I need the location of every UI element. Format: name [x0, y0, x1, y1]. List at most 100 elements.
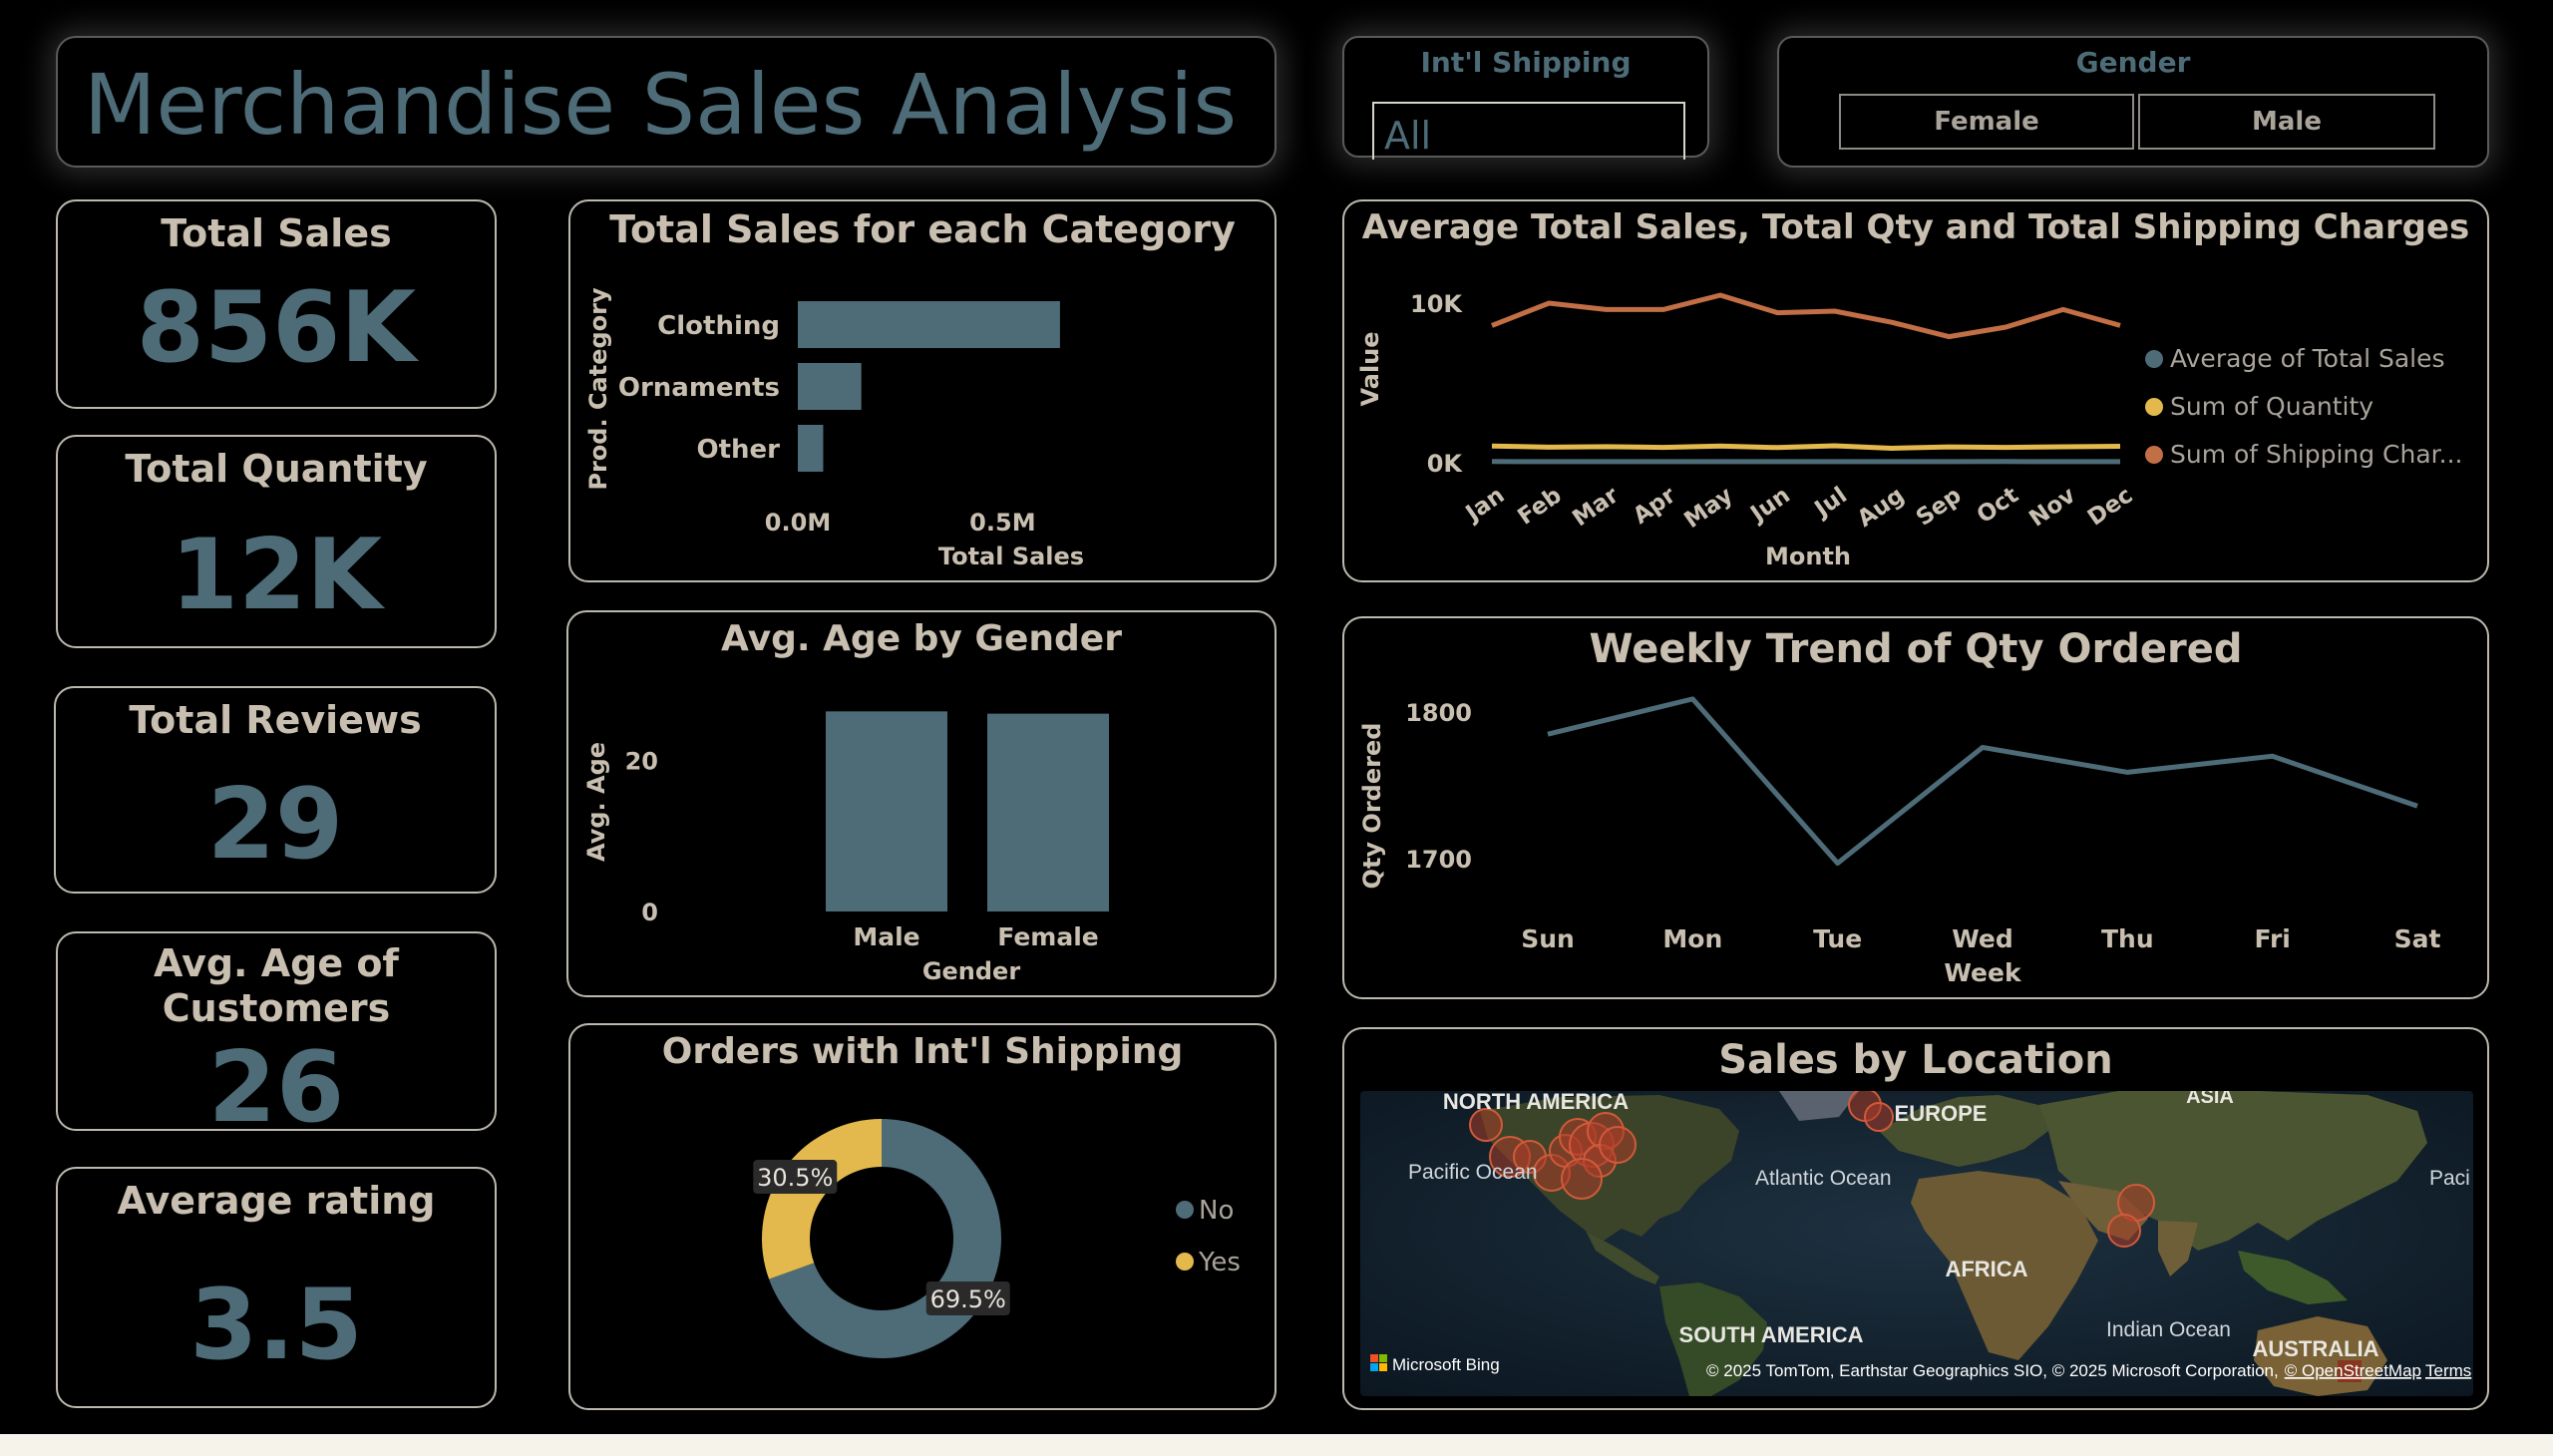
map-attribution-line: © 2025 TomTom, Earthstar Geographics SIO…	[1706, 1361, 2421, 1380]
weekly-x-tick: Fri	[2254, 924, 2290, 953]
monthly-x-tick: Feb	[1513, 483, 1566, 531]
weekly-y-axis-label: Qty Ordered	[1358, 723, 1386, 890]
category-chart-card: Total Sales for each Category Clothing Or…	[568, 199, 1276, 582]
weekly-x-tick: Wed	[1952, 924, 2013, 953]
map-highlight	[2338, 1360, 2362, 1382]
map-osm-link[interactable]: © OpenStreetMap	[2285, 1361, 2421, 1380]
weekly-chart-card: Weekly Trend of Qty Ordered 1700 1800 Sun M…	[1342, 616, 2489, 999]
monthly-legend-marker	[2145, 398, 2163, 416]
map-land-europe	[1879, 1095, 2048, 1167]
monthly-x-tick: Aug	[1853, 483, 1909, 533]
map-label-pacific-right: Paci Oce	[2429, 1167, 2473, 1190]
map-land-greenland	[1779, 1091, 1859, 1121]
monthly-x-tick: Nov	[2024, 483, 2080, 533]
map-bubble[interactable]	[1561, 1158, 1603, 1200]
monthly-chart: 0K 10K Jan Feb Mar Apr May Jun Jul Aug Sep Oct Nov De…	[1356, 290, 2463, 570]
donut-data-label: 69.5%	[925, 1280, 1010, 1315]
map-land-central-america	[1586, 1231, 1659, 1284]
age-y-tick: 0	[641, 899, 658, 926]
category-x-tick: 0.0M	[765, 509, 831, 537]
category-x-axis-label: Total Sales	[938, 543, 1084, 570]
map-label-atlantic: Atlantic Ocean	[1755, 1167, 1892, 1190]
age-y-axis-label: Avg. Age	[582, 742, 610, 862]
title-card: Merchandise Sales Analysis	[56, 36, 1276, 168]
monthly-x-tick: May	[1679, 483, 1737, 535]
age-y-tick: 20	[625, 748, 658, 776]
monthly-series-line-2	[1491, 443, 2121, 451]
donut-legend-label: No	[1199, 1196, 1234, 1226]
category-label: Ornaments	[618, 373, 780, 403]
map-label-africa: AFRICA	[1945, 1257, 2027, 1281]
monthly-x-tick: Mar	[1568, 482, 1624, 532]
sales-map[interactable]: NORTH AMERICA EUROPE ASIA AFRICA SOUTH A…	[1360, 1091, 2473, 1396]
kpi-total-reviews-value: 29	[206, 768, 344, 882]
weekly-x-tick: Sat	[2394, 924, 2441, 953]
page-footer-strip	[0, 1434, 2553, 1456]
kpi-avg-age-value: 26	[207, 1031, 345, 1145]
map-label-europe: EUROPE	[1895, 1101, 1988, 1126]
donut-data-label: 30.5%	[753, 1160, 838, 1195]
map-land-south-america	[1659, 1282, 1767, 1396]
monthly-x-axis-label: Month	[1765, 543, 1851, 570]
monthly-x-tick: Apr	[1629, 482, 1681, 530]
weekly-y-tick: 1800	[1405, 699, 1472, 727]
monthly-legend-label: Sum of Shipping Char...	[2170, 440, 2463, 469]
monthly-x-tick: Oct	[1973, 483, 2023, 530]
shipping-dropdown[interactable]: All	[1372, 102, 1685, 160]
age-chart-title: Avg. Age by Gender	[721, 618, 1122, 659]
shipping-dropdown-value: All	[1384, 114, 1432, 158]
kpi-avg-age: Avg. Age of Customers 26	[56, 931, 497, 1145]
gender-option-male[interactable]: Male	[2138, 94, 2435, 150]
map-title: Sales by Location	[1718, 1037, 2113, 1083]
kpi-total-quantity-value: 12K	[170, 519, 383, 632]
age-bar-male	[826, 711, 947, 911]
map-label-asia: ASIA	[2186, 1091, 2234, 1108]
weekly-y-tick: 1700	[1405, 846, 1472, 874]
map-label-pacific: Pacific Ocean	[1408, 1161, 1538, 1184]
monthly-legend-marker	[2145, 446, 2163, 464]
monthly-y-tick: 0K	[1427, 450, 1464, 478]
monthly-y-tick: 10K	[1410, 290, 1463, 318]
kpi-average-rating-value: 3.5	[189, 1269, 363, 1382]
donut-legend-marker	[1176, 1253, 1194, 1271]
map-bubble[interactable]	[1469, 1108, 1503, 1142]
map-canvas[interactable]: NORTH AMERICA EUROPE ASIA AFRICA SOUTH A…	[1360, 1091, 2473, 1396]
category-label: Clothing	[657, 311, 780, 341]
kpi-total-sales-value: 856K	[136, 271, 417, 385]
gender-option-female[interactable]: Female	[1839, 94, 2134, 150]
gender-slicer: Gender Female Male	[1777, 36, 2489, 168]
age-chart: Male Female 0 20 Gender Avg. Age	[582, 711, 1109, 985]
kpi-total-sales: Total Sales 856K	[56, 199, 497, 409]
donut-label-bg	[753, 1160, 838, 1195]
weekly-x-tick: Sun	[1521, 924, 1575, 953]
monthly-x-tick: Jan	[1460, 483, 1510, 529]
map-bubble[interactable]	[1864, 1102, 1894, 1132]
map-land-africa	[1911, 1171, 2098, 1360]
category-bar-other	[798, 425, 824, 472]
map-bubble[interactable]	[2107, 1214, 2141, 1248]
kpi-total-quantity-label: Total Quantity	[125, 447, 428, 491]
kpi-avg-age-label: Avg. Age of Customers	[154, 941, 399, 1030]
age-x-tick: Male	[853, 922, 919, 951]
map-attribution: © 2025 TomTom, Earthstar Geographics SIO…	[1706, 1361, 2279, 1380]
kpi-average-rating: Average rating 3.5	[56, 1167, 497, 1408]
map-label-australia: AUSTRALIA	[2252, 1336, 2378, 1361]
map-bing-label: Microsoft Bing	[1392, 1355, 1500, 1374]
donut-label-bg	[925, 1280, 1010, 1315]
weekly-x-tick: Thu	[2101, 924, 2154, 953]
category-label: Other	[697, 435, 781, 465]
map-label-indian: Indian Ocean	[2106, 1318, 2231, 1341]
monthly-x-tick: Jul	[1809, 483, 1852, 524]
category-chart-title: Total Sales for each Category	[609, 207, 1236, 251]
monthly-y-axis-label: Value	[1356, 331, 1384, 406]
kpi-total-reviews-label: Total Reviews	[129, 698, 422, 742]
map-terms-link[interactable]: Terms	[2425, 1361, 2471, 1380]
monthly-chart-card: Average Total Sales, Total Qty and Total…	[1342, 199, 2489, 582]
map-bubble[interactable]	[1599, 1126, 1637, 1164]
gender-slicer-label: Gender	[2075, 46, 2191, 79]
map-land-southeast-asia	[2238, 1251, 2348, 1304]
category-bar-clothing	[798, 301, 1060, 348]
kpi-average-rating-label: Average rating	[117, 1179, 436, 1223]
shipping-slicer: Int'l Shipping All	[1342, 36, 1709, 160]
monthly-x-tick: Sep	[1912, 483, 1967, 532]
